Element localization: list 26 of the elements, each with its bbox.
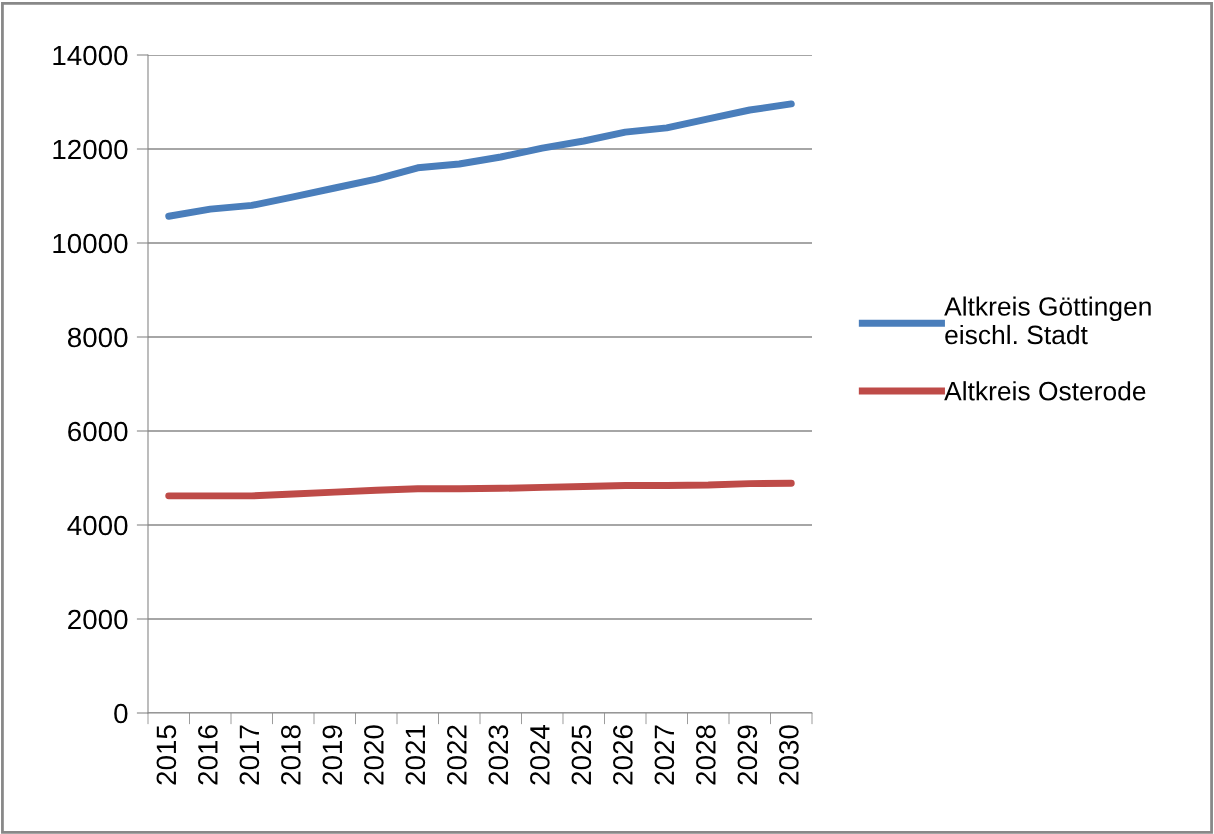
y-tick-label: 6000 xyxy=(68,421,128,442)
x-tick-label: 2029 xyxy=(737,725,758,785)
y-tick-label: 10000 xyxy=(53,233,128,254)
x-tick-label: 2027 xyxy=(654,725,675,785)
x-tick-label: 2026 xyxy=(613,725,633,785)
x-tick-label: 2015 xyxy=(156,725,177,785)
x-tick-label: 2024 xyxy=(530,724,550,785)
x-tick-label: 2028 xyxy=(696,725,716,785)
y-tick-label: 0 xyxy=(114,703,128,724)
x-tick-label: 2025 xyxy=(571,725,592,785)
x-tick-label: 2018 xyxy=(281,725,301,785)
y-tick-label: 4000 xyxy=(67,515,128,536)
x-tick-label: 2022 xyxy=(447,725,467,785)
legend-label: Altkreis Göttingen eischl. Stadt xyxy=(944,296,1151,345)
legend-label: Altkreis Osterode xyxy=(944,381,1146,401)
y-tick-label: 12000 xyxy=(53,139,128,160)
y-tick-label: 14000 xyxy=(53,45,128,66)
x-tick-label: 2016 xyxy=(198,725,218,785)
y-tick-label: 8000 xyxy=(67,327,128,348)
x-tick-label: 2020 xyxy=(364,725,384,785)
x-tick-label: 2023 xyxy=(488,725,509,785)
x-tick-label: 2030 xyxy=(779,725,799,785)
x-tick-label: 2021 xyxy=(405,725,426,785)
y-tick-label: 2000 xyxy=(68,609,128,630)
x-tick-label: 2019 xyxy=(322,725,343,785)
x-tick-label: 2017 xyxy=(239,725,260,785)
